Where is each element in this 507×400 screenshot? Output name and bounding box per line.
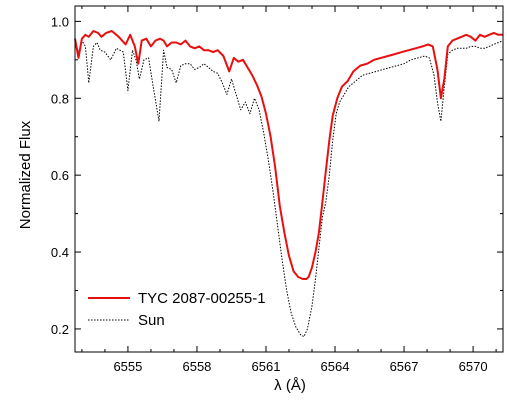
plot-frame [74, 5, 504, 353]
x-tick-label: 6564 [321, 359, 350, 374]
x-tick-label: 6570 [459, 359, 488, 374]
legend-label-sun: Sun [138, 312, 165, 329]
x-axis-ticks: 6555 6558 6561 6564 6567 6570 [81, 6, 497, 374]
legend-label-tyc: TYC 2087-00255-1 [138, 290, 266, 307]
y-tick-label: 1.0 [51, 14, 69, 29]
y-axis-ticks: 0.2 0.4 0.6 0.8 1.0 [51, 14, 503, 337]
x-tick-label: 6567 [390, 359, 419, 374]
y-tick-label: 0.2 [51, 322, 69, 337]
x-tick-label: 6561 [252, 359, 281, 374]
y-tick-label: 0.6 [51, 168, 69, 183]
x-tick-label: 6555 [113, 359, 142, 374]
y-tick-label: 0.4 [51, 245, 69, 260]
y-tick-label: 0.8 [51, 91, 69, 106]
series-line-tyc [74, 30, 503, 280]
series-layer [74, 30, 504, 338]
series-line-sun [74, 40, 504, 338]
x-tick-label: 6558 [182, 359, 211, 374]
y-axis-label: Normalized Flux [17, 120, 34, 229]
legend: TYC 2087-00255-1 Sun [88, 290, 266, 329]
x-axis-label: λ (Å) [274, 377, 306, 394]
